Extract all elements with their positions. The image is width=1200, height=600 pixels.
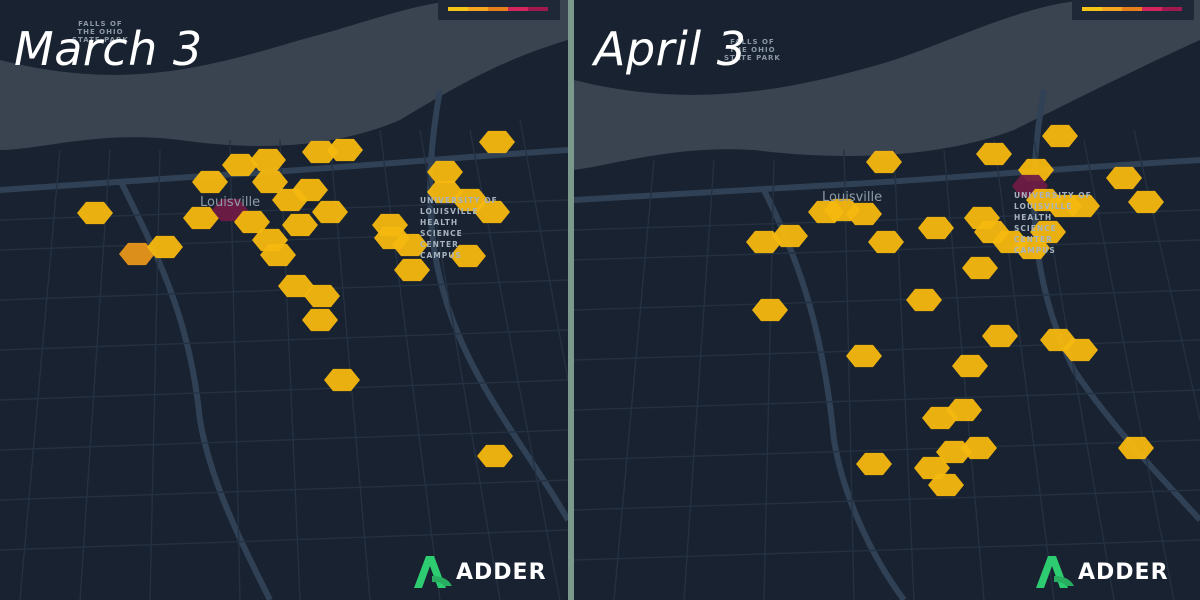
legend xyxy=(438,0,560,20)
legend-swatch xyxy=(448,7,468,11)
legend-swatch xyxy=(468,7,488,11)
adder-logo: ADDER xyxy=(410,552,547,592)
hexbin-cell xyxy=(452,188,488,212)
city-label: Louisville xyxy=(822,190,883,205)
city-label: Louisville xyxy=(200,195,261,210)
hexbin-cell xyxy=(846,344,882,368)
hexbin-cell xyxy=(234,210,270,234)
legend-color-scale xyxy=(448,7,548,11)
falls-label: FALLS OF THE OHIO STATE PARK xyxy=(724,38,781,62)
hexbin-cell xyxy=(312,200,348,224)
legend-swatch xyxy=(508,7,528,11)
legend-swatch xyxy=(488,7,508,11)
hexbin-cell xyxy=(302,308,338,332)
hexbin-cell xyxy=(856,452,892,476)
hexbin-cell xyxy=(292,178,328,202)
legend-swatch xyxy=(1122,7,1142,11)
hexbin-cell xyxy=(374,226,410,250)
hexbin-cell xyxy=(752,298,788,322)
map-canvas-april[interactable] xyxy=(574,0,1200,600)
legend-swatch xyxy=(528,7,548,11)
hexbin-cell xyxy=(119,242,155,266)
hexbin-cell xyxy=(282,213,318,237)
hexbin-cell xyxy=(1042,124,1078,148)
hexbin-cell xyxy=(982,324,1018,348)
hexbin-cell xyxy=(250,148,286,172)
hexbin-cell xyxy=(183,206,219,230)
hexbin-cell xyxy=(252,170,288,194)
hexbin-cell xyxy=(1064,194,1100,218)
hexbin-cell xyxy=(961,436,997,460)
adder-logo-text: ADDER xyxy=(456,559,547,585)
hexbin-cell xyxy=(918,216,954,240)
hexbin-cell xyxy=(222,153,258,177)
hexbin-cell xyxy=(952,354,988,378)
legend-color-scale xyxy=(1082,7,1182,11)
legend-swatch xyxy=(1082,7,1102,11)
campus-label: UNIVERSITY OF LOUISVILLE HEALTH SCIENCE … xyxy=(1014,191,1092,255)
legend-swatch xyxy=(1102,7,1122,11)
hexbin-cell xyxy=(906,288,942,312)
hexbin-cell xyxy=(976,142,1012,166)
hexbin-cell xyxy=(212,198,248,222)
hexbin-cell xyxy=(302,140,338,164)
hexbin-cell xyxy=(914,456,950,480)
adder-logo-icon xyxy=(1036,556,1074,588)
adder-logo: ADDER xyxy=(1032,552,1169,592)
hexbin-cell xyxy=(1128,190,1164,214)
hexbin-cell xyxy=(327,138,363,162)
hexbin-cell xyxy=(1118,436,1154,460)
adder-logo-icon xyxy=(414,556,452,588)
date-title: March 3 xyxy=(14,22,203,76)
river xyxy=(0,0,568,150)
campus-label: UNIVERSITY OF LOUISVILLE HEALTH SCIENCE … xyxy=(420,196,498,260)
hexbin-cell xyxy=(394,258,430,282)
map-panel-april[interactable]: FALLS OF THE OHIO STATE PARK Louisville … xyxy=(574,0,1200,600)
hexbin-cell xyxy=(477,444,513,468)
panel-divider xyxy=(568,0,574,600)
legend-swatch xyxy=(1142,7,1162,11)
hexbin-cell xyxy=(77,201,113,225)
street-grid xyxy=(0,119,568,600)
hexbin-cell xyxy=(479,130,515,154)
falls-label: FALLS OF THE OHIO STATE PARK xyxy=(72,20,129,44)
legend xyxy=(1072,0,1194,20)
hexbin-cell xyxy=(147,235,183,259)
hexbin-layer-march xyxy=(77,130,515,468)
hexbin-cell xyxy=(474,200,510,224)
hexbin-cell xyxy=(278,274,314,298)
hexbin-cell xyxy=(846,202,882,226)
hexbin-cell xyxy=(946,398,982,422)
legend-swatch xyxy=(1162,7,1182,11)
hexbin-cell xyxy=(192,170,228,194)
date-title: April 3 xyxy=(594,22,747,76)
hexbin-cell xyxy=(866,150,902,174)
map-panel-march[interactable]: FALLS OF THE OHIO STATE PARK Louisville … xyxy=(0,0,568,600)
hexbin-cell xyxy=(450,244,486,268)
hexbin-cell xyxy=(1030,220,1066,244)
hexbin-cell xyxy=(260,243,296,267)
river xyxy=(574,0,1200,170)
hexbin-cell xyxy=(304,284,340,308)
hexbin-cell xyxy=(868,230,904,254)
hexbin-cell xyxy=(928,473,964,497)
hexbin-cell xyxy=(324,368,360,392)
hexbin-cell xyxy=(427,160,463,184)
hexbin-layer-april xyxy=(746,124,1164,497)
hexbin-cell xyxy=(772,224,808,248)
map-canvas-march[interactable] xyxy=(0,0,568,600)
adder-logo-text: ADDER xyxy=(1078,559,1169,585)
hexbin-cell xyxy=(962,256,998,280)
hexbin-cell xyxy=(1062,338,1098,362)
hexbin-cell xyxy=(1106,166,1142,190)
